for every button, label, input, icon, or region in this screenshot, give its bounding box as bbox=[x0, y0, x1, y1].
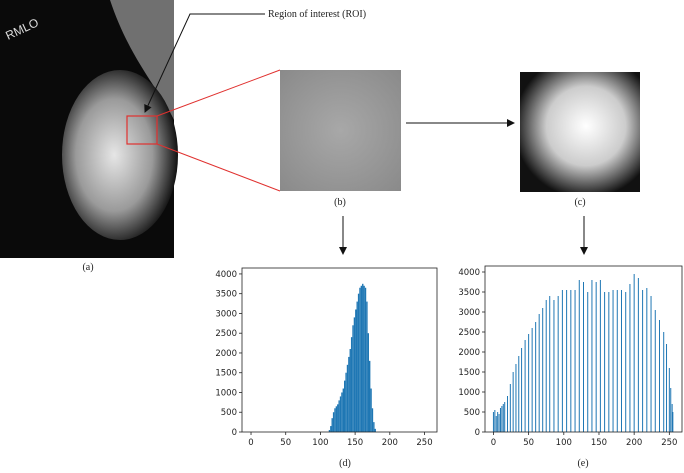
x-tick-label: 250 bbox=[661, 438, 677, 448]
panel-label: (d) bbox=[339, 458, 351, 469]
x-tick-label: 100 bbox=[556, 438, 572, 448]
bar bbox=[342, 388, 345, 432]
bar bbox=[330, 426, 332, 432]
bar bbox=[341, 392, 343, 432]
panel-label: (c) bbox=[574, 197, 585, 208]
bar bbox=[344, 380, 346, 432]
zoom-line bbox=[156, 143, 281, 192]
x-tick-label: 150 bbox=[591, 438, 607, 448]
bar bbox=[371, 408, 374, 432]
y-tick-label: 4000 bbox=[215, 270, 237, 280]
y-tick-label: 2500 bbox=[215, 329, 237, 339]
y-tick-label: 3000 bbox=[215, 309, 237, 319]
bar bbox=[328, 430, 331, 432]
y-tick-label: 3500 bbox=[215, 290, 237, 300]
y-tick-label: 2000 bbox=[215, 349, 237, 359]
bar bbox=[374, 428, 376, 432]
bar bbox=[348, 356, 350, 432]
x-tick-label: 150 bbox=[347, 438, 363, 448]
breast bbox=[62, 70, 178, 240]
y-tick-label: 4000 bbox=[458, 268, 480, 278]
y-tick-label: 1000 bbox=[215, 388, 237, 398]
bar bbox=[373, 422, 375, 432]
y-tick-label: 500 bbox=[221, 408, 237, 418]
y-tick-label: 1500 bbox=[215, 369, 237, 379]
enhanced-image bbox=[520, 72, 640, 192]
x-tick-label: 0 bbox=[491, 438, 496, 448]
bar bbox=[353, 317, 356, 432]
y-tick-label: 2000 bbox=[458, 348, 480, 358]
plot-frame bbox=[484, 265, 683, 433]
bar bbox=[346, 364, 349, 432]
bar bbox=[362, 283, 364, 432]
y-tick-label: 1500 bbox=[458, 368, 480, 378]
bar bbox=[339, 396, 342, 432]
bar bbox=[349, 349, 351, 432]
bar bbox=[332, 412, 335, 432]
bar bbox=[367, 333, 369, 432]
bar bbox=[355, 309, 357, 432]
bar bbox=[352, 325, 354, 432]
roi-box bbox=[126, 115, 158, 145]
x-tick-label: 0 bbox=[248, 438, 253, 448]
y-tick-label: 3000 bbox=[458, 308, 480, 318]
roi-image bbox=[280, 70, 401, 191]
x-tick-label: 100 bbox=[312, 438, 328, 448]
bar bbox=[363, 285, 365, 432]
y-tick-label: 2500 bbox=[458, 328, 480, 338]
y-tick-label: 0 bbox=[232, 428, 237, 438]
annotation: Region of interest (ROI) bbox=[268, 9, 366, 20]
bar bbox=[364, 287, 367, 432]
plot-frame bbox=[241, 267, 438, 433]
roi-pointer bbox=[144, 13, 265, 113]
bar bbox=[335, 406, 338, 432]
bar bbox=[368, 360, 371, 432]
zoom-line bbox=[156, 69, 281, 117]
y-tick-label: 1000 bbox=[458, 388, 480, 398]
bar bbox=[366, 301, 368, 432]
y-tick-label: 0 bbox=[475, 428, 480, 438]
panel-label: (a) bbox=[82, 262, 93, 273]
y-tick-label: 500 bbox=[464, 408, 480, 418]
bar bbox=[337, 404, 339, 432]
x-tick-label: 50 bbox=[523, 438, 534, 448]
x-tick-label: 200 bbox=[626, 438, 642, 448]
bar bbox=[338, 400, 340, 432]
bar bbox=[356, 301, 358, 432]
bar bbox=[334, 408, 336, 432]
pectoral bbox=[110, 0, 174, 120]
panel-label: (e) bbox=[577, 458, 588, 469]
y-tick-label: 3500 bbox=[458, 288, 480, 298]
bar bbox=[360, 285, 363, 432]
x-tick-label: 250 bbox=[416, 438, 432, 448]
bar bbox=[357, 293, 360, 432]
bar bbox=[331, 418, 333, 432]
bar bbox=[370, 388, 372, 432]
x-tick-label: 50 bbox=[280, 438, 291, 448]
bar bbox=[345, 372, 347, 432]
panel-label: (b) bbox=[334, 197, 346, 208]
bar bbox=[359, 287, 361, 432]
bar bbox=[350, 337, 353, 432]
x-tick-label: 200 bbox=[382, 438, 398, 448]
